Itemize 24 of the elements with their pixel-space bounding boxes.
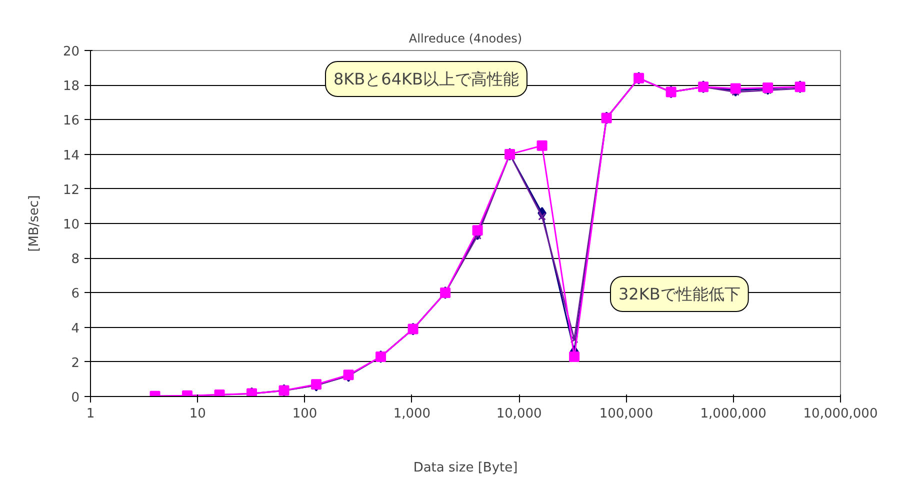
x-tick-label: 10 xyxy=(189,406,206,422)
x-tick-label: 10,000,000 xyxy=(803,406,878,422)
y-tick-label: 14 xyxy=(62,148,80,164)
y-tick-label: 18 xyxy=(62,79,80,94)
y-tick-label: 4 xyxy=(71,321,80,336)
annotation: 32KBで性能低下 xyxy=(618,284,740,304)
chart-title: Allreduce (4nodes) xyxy=(408,32,522,46)
x-tick-label: 100 xyxy=(292,406,318,422)
x-tick-label: 1 xyxy=(86,406,95,422)
y-tick-label: 16 xyxy=(62,114,80,129)
y-tick-label: 10 xyxy=(62,218,80,232)
x-tick-label: 100,000 xyxy=(599,406,654,422)
y-axis-title: [MB/sec] xyxy=(26,195,42,252)
y-tick-label: 12 xyxy=(62,182,80,198)
y-tick-label: 20 xyxy=(62,44,80,60)
x-axis-title: Data size [Byte] xyxy=(413,460,518,476)
x-tick-label: 1,000 xyxy=(393,406,431,422)
y-tick-label: 8 xyxy=(71,252,80,268)
y-tick-label: 6 xyxy=(71,286,80,302)
y-tick-label: 2 xyxy=(71,356,80,371)
x-tick-label: 1,000,000 xyxy=(700,406,766,422)
annotation: 8KBと64KB以上で高性能 xyxy=(334,70,519,88)
x-tick-label: 10,000 xyxy=(496,406,542,422)
y-tick-label: 0 xyxy=(71,390,80,406)
